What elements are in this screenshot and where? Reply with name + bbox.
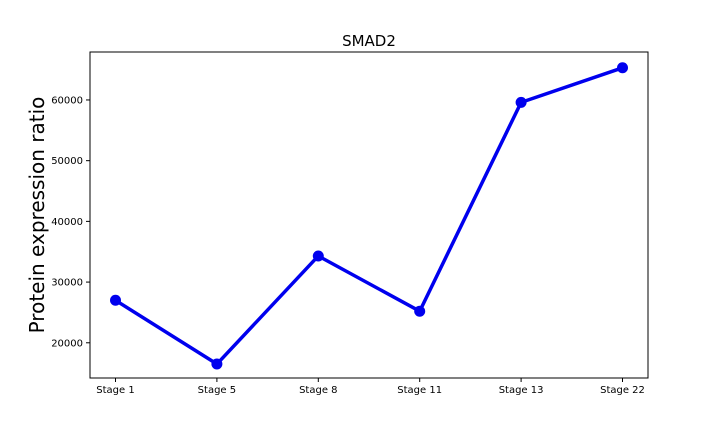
data-point (211, 358, 223, 370)
data-point (617, 62, 628, 74)
y-tick-label: 20000 (51, 338, 83, 349)
y-axis-label: Protein expression ratio (25, 97, 49, 334)
x-tick-label: Stage 5 (198, 385, 236, 396)
y-tick-label: 30000 (51, 278, 83, 289)
x-tick-label: Stage 8 (299, 385, 337, 396)
chart-title: SMAD2 (342, 32, 396, 50)
data-point (110, 294, 121, 306)
y-tick-label: 60000 (51, 95, 83, 106)
data-point (312, 250, 324, 262)
x-tick-label: Stage 22 (600, 385, 645, 396)
x-axis-ticks: Stage 1 Stage 5 Stage 8 Stage 11 Stage 13 Sta… (96, 378, 645, 396)
plot-frame (89, 51, 649, 379)
x-tick-label: Stage 1 (96, 385, 134, 396)
y-tick-label: 40000 (51, 217, 83, 228)
data-point (414, 305, 426, 317)
y-tick-label: 50000 (51, 156, 83, 167)
series-line (114, 66, 624, 366)
y-axis-ticks: 20000 30000 40000 50000 60000 (51, 95, 90, 349)
data-point (515, 96, 527, 108)
x-tick-label: Stage 13 (499, 385, 544, 396)
x-tick-label: Stage 11 (397, 385, 442, 396)
series-group (110, 62, 628, 370)
